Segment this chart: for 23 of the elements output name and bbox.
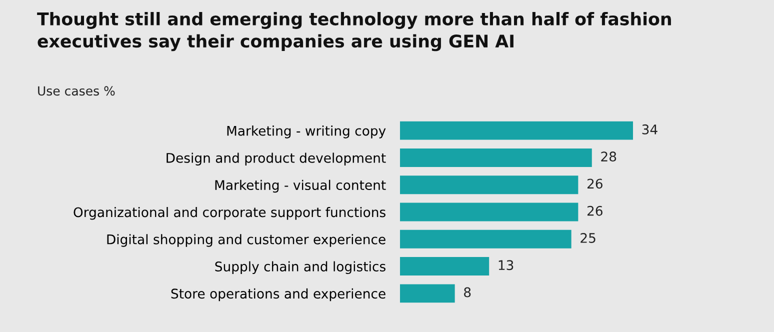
chart-title: Thought still and emerging technology more than half of fashion executives say their companies are using GEN AI <box>37 12 671 52</box>
y-tick-label: Digital shopping and customer experience <box>107 234 386 247</box>
data-label: 26 <box>587 178 602 189</box>
data-label: 28 <box>601 152 616 162</box>
text: Use cases % <box>38 86 115 96</box>
data-label: 8 <box>464 287 471 298</box>
y-tick-label: Marketing - writing copy <box>227 126 386 138</box>
y-tick-label: Organizational and corporate support functions <box>74 206 386 220</box>
y-tick-label: Store operations and experience <box>171 288 386 302</box>
bar <box>400 284 455 303</box>
bar <box>400 148 592 167</box>
data-label: 26 <box>587 206 602 216</box>
bar <box>400 257 490 276</box>
bar <box>400 176 578 194</box>
y-tick-label: Marketing - visual content <box>215 180 386 193</box>
data-label: 13 <box>498 260 514 270</box>
y-tick-label: Supply chain and logistics <box>215 261 386 274</box>
data-label: 34 <box>642 124 658 134</box>
bar <box>400 202 578 222</box>
y-tick-label: Design and product development <box>166 152 386 166</box>
data-label: 25 <box>580 232 596 243</box>
bar <box>400 121 633 140</box>
bar <box>400 230 572 248</box>
